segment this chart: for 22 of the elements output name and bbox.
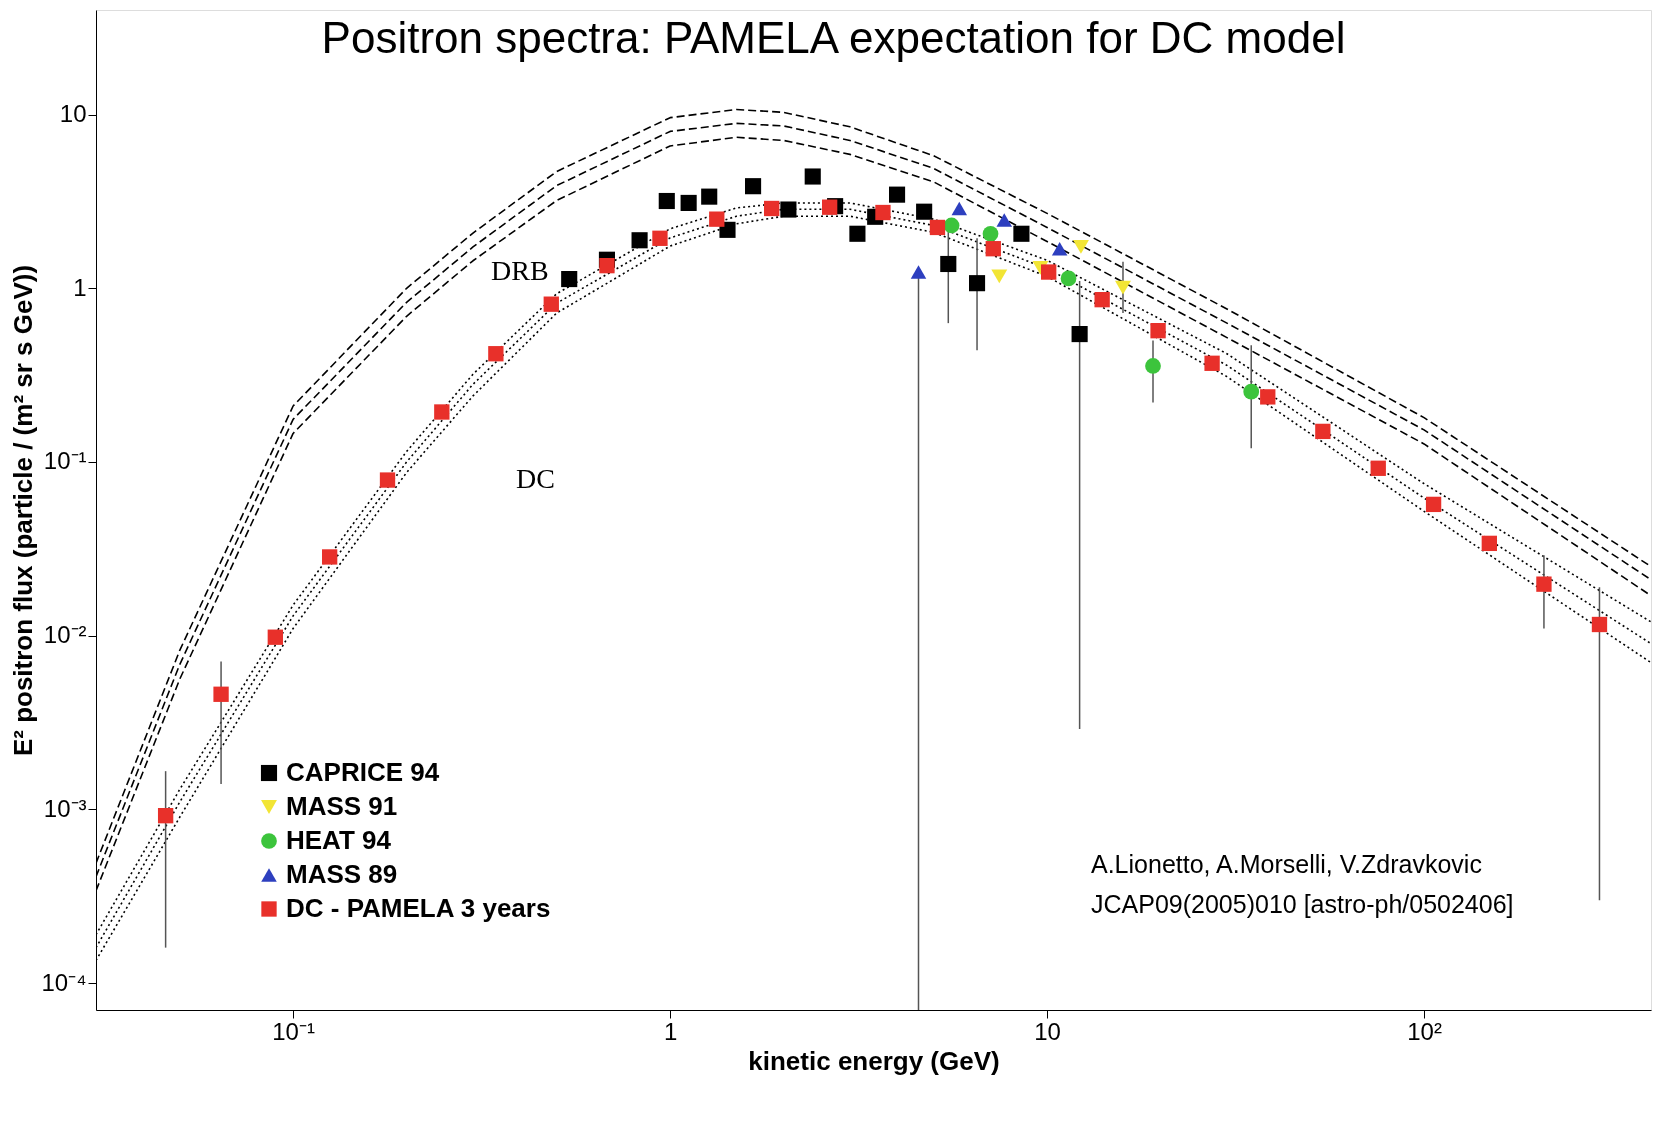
y-tick-label: 10 [59,100,87,128]
legend-label: MASS 89 [286,859,398,889]
legend-label: MASS 91 [286,791,398,821]
legend-label: DC - PAMELA 3 years [286,893,551,923]
annotation: DRB [491,255,549,286]
y-tick-label: 10⁻⁴ [41,968,87,996]
y-tick-label: 10⁻¹ [43,447,87,475]
y-tick-label: 10⁻³ [43,794,87,822]
annotation: A.Lionetto, A.Morselli, V.Zdravkovic [1091,850,1482,878]
annotation: DC [516,463,555,494]
x-tick-label: 10⁻¹ [272,1017,315,1045]
annotation: JCAP09(2005)010 [astro-ph/0502406] [1091,890,1514,918]
y-tick-label: 10⁻² [43,621,87,649]
x-tick-label: 1 [663,1017,678,1045]
x-tick-label: 10² [1407,1017,1442,1045]
chart-title: Positron spectra: PAMELA expectation for DC model [321,13,1346,62]
x-tick-label: 10 [1034,1017,1061,1045]
y-axis-title: E² positron flux (particle / (m² sr s GeV)) [8,264,39,757]
legend-label: HEAT 94 [286,825,392,855]
legend-label: CAPRICE 94 [286,757,440,787]
y-tick-label: 1 [73,273,87,301]
x-axis-title: kinetic energy (GeV) [748,1045,1000,1076]
